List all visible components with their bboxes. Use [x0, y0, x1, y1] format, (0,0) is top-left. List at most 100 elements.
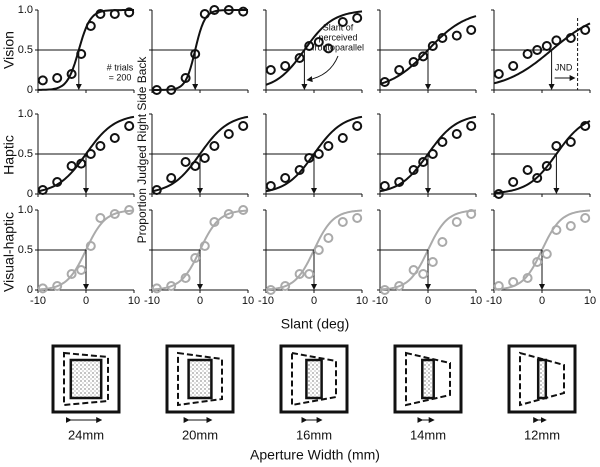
y-tick-label: 0	[27, 84, 33, 96]
x-tick-label: 10	[128, 295, 140, 307]
aperture-label: 20mm	[182, 427, 218, 442]
data-point	[280, 61, 291, 71]
data-point	[124, 121, 135, 131]
data-point	[52, 177, 63, 187]
data-point	[265, 285, 276, 295]
data-point	[66, 269, 77, 279]
data-point	[109, 133, 120, 143]
data-point	[238, 6, 249, 17]
data-point	[408, 265, 419, 275]
data-point	[352, 13, 363, 23]
y-tick-label: 0	[27, 284, 33, 296]
data-point	[337, 133, 348, 143]
y-tick-label: 1.0	[18, 108, 33, 120]
y-tick-label: 1.0	[18, 4, 33, 16]
data-point	[304, 41, 315, 51]
row-label: Vision	[1, 31, 17, 69]
data-point	[394, 65, 405, 75]
data-point	[294, 165, 305, 175]
data-point	[522, 273, 533, 283]
data-point	[580, 121, 591, 131]
data-point	[541, 249, 552, 259]
aperture-trapezoid	[63, 351, 109, 407]
data-point	[66, 69, 77, 79]
data-point	[551, 141, 562, 151]
data-point	[394, 177, 405, 187]
data-point	[85, 241, 96, 251]
data-point	[190, 253, 201, 263]
y-tick-label: 0.5	[18, 244, 33, 256]
annotation-arrow	[306, 55, 339, 83]
data-point	[352, 213, 363, 223]
data-point	[209, 141, 220, 151]
data-point	[437, 137, 448, 147]
data-point	[379, 285, 390, 295]
aperture-trapezoid	[177, 351, 223, 407]
data-point	[76, 158, 87, 169]
data-point	[223, 129, 234, 139]
x-tick-label: -10	[144, 295, 160, 307]
data-point	[313, 245, 324, 255]
data-point	[427, 149, 438, 159]
data-point	[238, 205, 249, 215]
data-point	[238, 121, 249, 131]
data-point	[304, 153, 315, 163]
data-point	[85, 21, 96, 31]
data-point	[265, 181, 276, 191]
data-point	[379, 77, 390, 87]
data-point	[323, 233, 334, 243]
data-point	[508, 277, 519, 287]
annotation: = 200	[109, 72, 132, 82]
data-point	[180, 273, 191, 283]
data-point	[565, 33, 576, 43]
data-point	[313, 149, 324, 159]
annotation: Slant of	[323, 22, 354, 32]
data-point	[451, 30, 462, 41]
x-tick-label: 10	[242, 295, 254, 307]
data-point	[352, 121, 363, 131]
aperture-trapezoid	[291, 351, 337, 407]
data-point	[166, 173, 177, 183]
y-tick-label: 0.5	[18, 148, 33, 160]
annotation: perceived	[318, 32, 357, 42]
data-point	[493, 281, 504, 291]
data-point	[95, 213, 106, 223]
aperture-title: Aperture Width (mm)	[250, 447, 380, 463]
data-point	[451, 129, 462, 139]
data-point	[280, 173, 291, 183]
x-tick-label: 10	[470, 295, 482, 307]
x-tick-label: 10	[356, 295, 368, 307]
aperture-window	[305, 358, 323, 400]
aperture-window	[536, 358, 548, 400]
data-point	[493, 189, 504, 199]
data-point	[532, 257, 543, 267]
x-tick-label: -10	[486, 295, 502, 307]
aperture-window	[69, 358, 103, 400]
aperture-label: 14mm	[410, 427, 446, 442]
data-point	[37, 75, 48, 86]
aperture-window	[187, 358, 213, 400]
data-point	[418, 269, 429, 279]
data-point	[223, 5, 234, 15]
data-point	[37, 185, 48, 195]
data-point	[124, 205, 135, 215]
data-point	[551, 225, 562, 235]
x-tick-label: 0	[197, 295, 203, 307]
x-tick-label: 10	[584, 295, 596, 307]
data-point	[304, 269, 315, 279]
data-point	[280, 281, 291, 291]
data-point	[437, 33, 448, 43]
data-point	[522, 165, 533, 175]
fit-curve	[265, 10, 363, 86]
data-point	[541, 41, 552, 51]
data-point	[408, 165, 419, 175]
x-tick-label: 0	[425, 295, 431, 307]
data-point	[337, 17, 348, 27]
annotation: JND	[555, 62, 573, 72]
data-point	[52, 73, 63, 83]
data-point	[199, 9, 210, 19]
data-point	[109, 209, 120, 219]
data-point	[394, 281, 405, 291]
data-point	[493, 69, 504, 79]
